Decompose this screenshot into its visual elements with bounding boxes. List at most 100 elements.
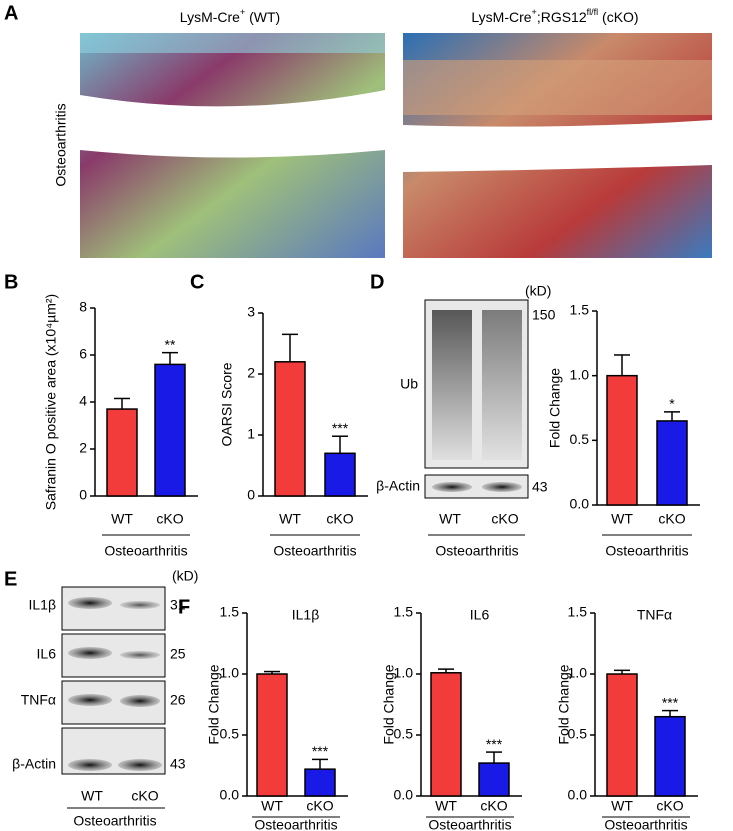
- group-label: Osteoarthritis: [254, 817, 337, 831]
- significance: ***: [662, 694, 679, 710]
- blot-e: [61, 586, 166, 775]
- histology-wt: [80, 33, 385, 258]
- y-tick-label: 0.5: [570, 431, 590, 447]
- y-tick-label: 1.0: [568, 665, 588, 681]
- y-tick-label: 2: [79, 440, 87, 456]
- significance: ***: [486, 736, 503, 752]
- bar: [656, 420, 688, 506]
- bar: [324, 452, 356, 497]
- lane-label: cKO: [491, 511, 518, 527]
- x-tick-label: WT: [261, 798, 283, 814]
- y-tick-label: 4: [79, 393, 87, 409]
- unit: (kD): [525, 283, 551, 299]
- group-label: Osteoarthritis: [435, 543, 518, 559]
- y-tick-label: 1.5: [570, 302, 590, 318]
- lane-label: WT: [81, 788, 103, 804]
- y-tick-label: 0.5: [568, 726, 588, 742]
- bar: [606, 673, 638, 797]
- x-tick-label: WT: [435, 798, 457, 814]
- unit: (kD): [172, 568, 198, 584]
- blot-label: β-Actin: [12, 756, 56, 772]
- kd: 25: [170, 646, 186, 662]
- kd: 43: [170, 756, 186, 772]
- x-tick-label: cKO: [156, 511, 183, 527]
- blot-label: Ub: [400, 376, 418, 392]
- y-tick-label: 1.5: [220, 604, 240, 620]
- y-tick-label: 1.5: [394, 604, 414, 620]
- y-tick-label: 0.5: [394, 726, 414, 742]
- image-title: LysM-Cre+;RGS12fl/fl (cKO): [471, 7, 638, 24]
- chart-title: IL1β: [292, 607, 320, 623]
- y-tick-label: 0: [247, 487, 255, 503]
- y-tick-label: 0: [79, 487, 87, 503]
- y-tick-label: 0.5: [220, 726, 240, 742]
- x-tick-label: WT: [279, 511, 301, 527]
- y-tick-label: 3: [247, 304, 255, 320]
- blot-label: β-Actin: [376, 478, 420, 494]
- y-axis-label: OARSI Score: [219, 362, 235, 446]
- group-label: Osteoarthritis: [605, 543, 688, 559]
- y-axis-label: Fold Change: [556, 664, 572, 744]
- group-label: Osteoarthritis: [428, 817, 511, 831]
- y-tick-label: 0.0: [220, 787, 240, 803]
- significance: ***: [332, 420, 349, 436]
- kd: 43: [532, 479, 548, 495]
- y-tick-label: 0.0: [394, 787, 414, 803]
- blot-label: TNFα: [21, 692, 56, 708]
- chart-title: TNFα: [637, 607, 672, 623]
- y-tick-label: 1.0: [394, 665, 414, 681]
- y-tick-label: 0.0: [570, 496, 590, 512]
- y-tick-label: 8: [79, 299, 87, 315]
- y-axis-label: Fold Change: [206, 664, 222, 744]
- bar: [430, 672, 462, 797]
- y-axis-label: Safranin O positive area (x10⁴µm²): [43, 294, 59, 510]
- row-label: Osteoarthritis: [53, 103, 69, 186]
- x-tick-label: cKO: [326, 511, 353, 527]
- image-title: LysM-Cre+ (WT): [180, 7, 280, 24]
- panel-label: A: [4, 2, 18, 24]
- panel-label: E: [4, 568, 17, 590]
- chart-title: IL6: [470, 607, 490, 623]
- x-tick-label: WT: [611, 798, 633, 814]
- kd: 150: [532, 307, 556, 323]
- group-label: Osteoarthritis: [273, 543, 356, 559]
- x-tick-label: cKO: [658, 511, 685, 527]
- blot-d: [424, 299, 529, 499]
- lane-label: WT: [439, 511, 461, 527]
- panel-label: B: [4, 271, 18, 293]
- kd: 31: [170, 597, 186, 613]
- panel-label: F: [178, 596, 190, 618]
- bar: [274, 361, 306, 497]
- x-tick-label: WT: [611, 511, 633, 527]
- y-tick-label: 0.0: [568, 787, 588, 803]
- panel-label: C: [190, 271, 204, 293]
- group-label: Osteoarthritis: [73, 813, 156, 829]
- y-tick-label: 1.0: [570, 366, 590, 382]
- bar: [606, 374, 638, 506]
- significance: **: [165, 336, 176, 352]
- y-tick-label: 1: [247, 426, 255, 442]
- x-tick-label: cKO: [656, 798, 683, 814]
- blot-label: IL1β: [28, 597, 56, 613]
- significance: *: [669, 396, 675, 412]
- y-axis-label: Fold Change: [547, 368, 563, 448]
- group-label: Osteoarthritis: [104, 543, 187, 559]
- panel-label: D: [370, 271, 384, 293]
- significance: ***: [312, 743, 329, 759]
- bar: [256, 673, 288, 797]
- blot-label: IL6: [37, 646, 57, 662]
- y-tick-label: 1.0: [220, 665, 240, 681]
- bar: [106, 408, 138, 497]
- x-tick-label: cKO: [480, 798, 507, 814]
- y-tick-label: 1.5: [568, 604, 588, 620]
- y-tick-label: 6: [79, 346, 87, 362]
- bar: [478, 762, 510, 797]
- x-tick-label: WT: [111, 511, 133, 527]
- y-tick-label: 2: [247, 365, 255, 381]
- y-axis-label: Fold Change: [381, 664, 397, 744]
- histology-cko: [403, 33, 712, 258]
- kd: 26: [170, 692, 186, 708]
- x-tick-label: cKO: [306, 798, 333, 814]
- lane-label: cKO: [131, 788, 158, 804]
